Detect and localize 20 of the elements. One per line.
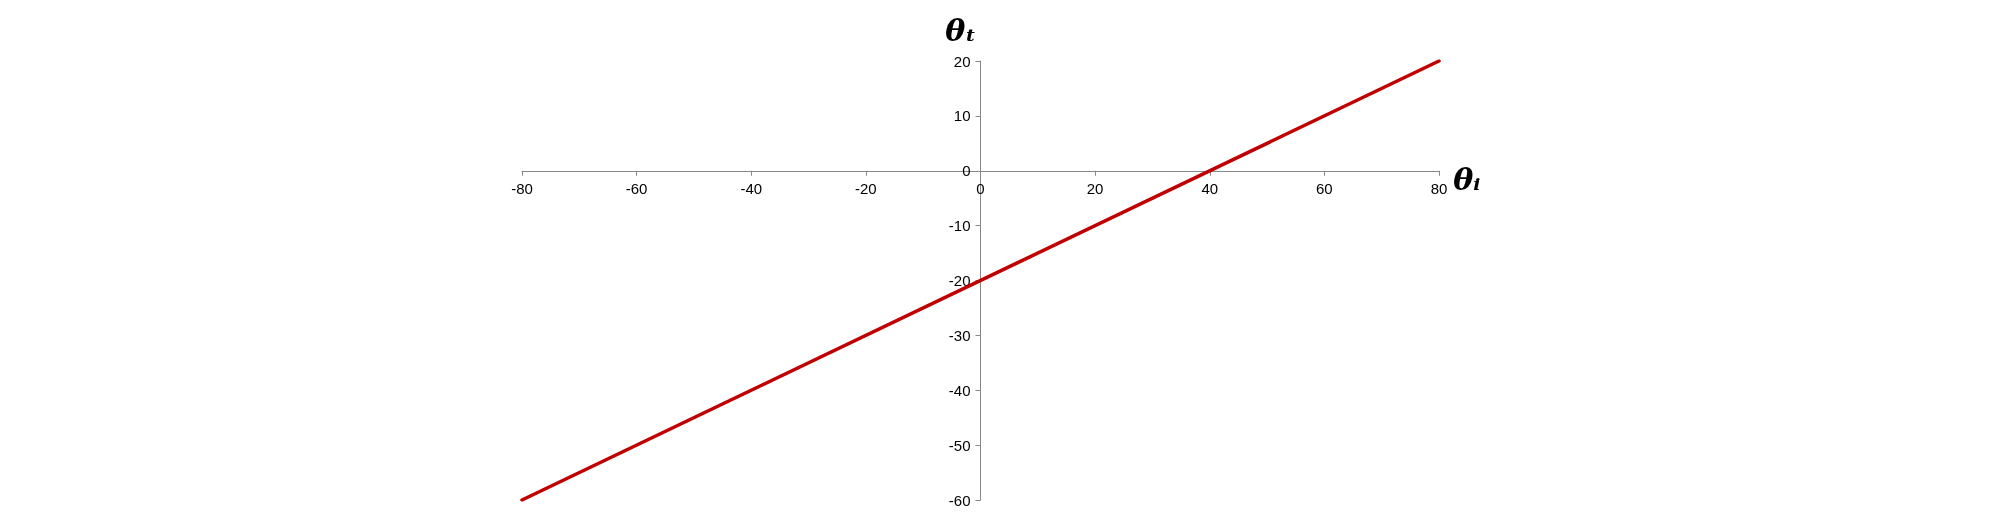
y-axis-title: θₜ xyxy=(945,12,977,48)
y-tick-label: 10 xyxy=(953,107,971,125)
y-tick-label: -60 xyxy=(948,491,971,509)
x-tick-label: 80 xyxy=(1430,179,1448,197)
y-tick-label: -10 xyxy=(948,217,971,235)
x-axis-title: θᵢ xyxy=(1453,162,1481,198)
y-tick-label: -30 xyxy=(948,326,971,344)
y-tick-label: -50 xyxy=(948,436,971,454)
y-tick-label: -20 xyxy=(948,272,971,289)
x-tick-label: -40 xyxy=(740,179,763,197)
x-tick-label: -80 xyxy=(511,179,533,197)
x-tick-label: 0 xyxy=(976,179,985,197)
x-tick-label: 20 xyxy=(1086,179,1104,197)
y-tick-label: -40 xyxy=(948,381,971,399)
x-tick-label: -20 xyxy=(855,179,877,197)
x-tick-label: -60 xyxy=(625,179,648,197)
x-tick-label: 60 xyxy=(1316,179,1333,197)
y-tick-label: 0 xyxy=(962,162,971,180)
x-tick-label: 40 xyxy=(1201,179,1219,197)
y-tick-label: 20 xyxy=(953,52,971,70)
